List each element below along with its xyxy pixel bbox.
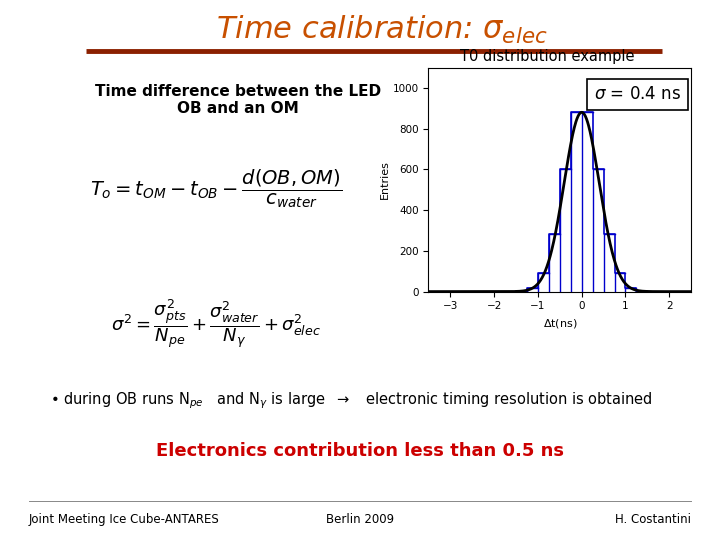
Text: Joint Meeting Ice Cube-ANTARES: Joint Meeting Ice Cube-ANTARES bbox=[29, 513, 220, 526]
Text: H. Costantini: H. Costantini bbox=[615, 513, 691, 526]
Text: $T_o = t_{OM} - t_{OB} - \dfrac{d(OB,OM)}{c_{water}}$: $T_o = t_{OM} - t_{OB} - \dfrac{d(OB,OM)… bbox=[90, 168, 342, 210]
Text: $\sigma$ = 0.4 ns: $\sigma$ = 0.4 ns bbox=[594, 85, 681, 103]
Text: Berlin 2009: Berlin 2009 bbox=[326, 513, 394, 526]
Y-axis label: Entries: Entries bbox=[379, 160, 390, 199]
X-axis label: $\Delta$t(ns): $\Delta$t(ns) bbox=[542, 317, 577, 330]
Text: • during OB runs N$_{pe}$   and N$_{\gamma}$ is large  $\rightarrow$   electroni: • during OB runs N$_{pe}$ and N$_{\gamma… bbox=[50, 390, 653, 411]
Text: $\sigma^2 = \dfrac{\sigma^2_{pts}}{N_{pe}} + \dfrac{\sigma^2_{water}}{N_{\gamma}: $\sigma^2 = \dfrac{\sigma^2_{pts}}{N_{pe… bbox=[111, 298, 321, 350]
Text: Electronics contribution less than 0.5 ns: Electronics contribution less than 0.5 n… bbox=[156, 442, 564, 460]
Text: Time calibration: $\sigma_{elec}$: Time calibration: $\sigma_{elec}$ bbox=[216, 14, 547, 46]
Text: T0 distribution example: T0 distribution example bbox=[460, 49, 634, 64]
Text: Time difference between the LED
OB and an OM: Time difference between the LED OB and a… bbox=[94, 84, 381, 116]
